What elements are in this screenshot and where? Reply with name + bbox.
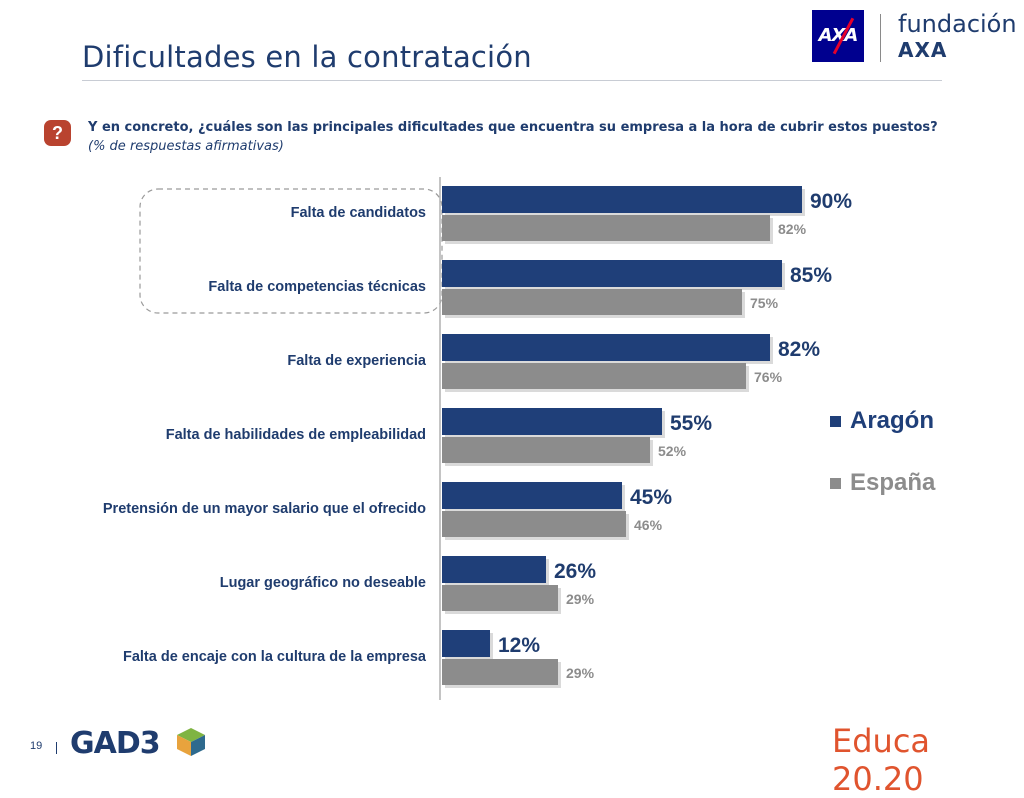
data-label-espana: 52% [658, 443, 687, 459]
educa-2020-logo: Educa 20.20 [832, 722, 931, 798]
data-label-espana: 29% [566, 665, 595, 681]
category-label: Pretensión de un mayor salario que el of… [103, 501, 426, 517]
page-title: Dificultades en la contratación [82, 40, 532, 74]
data-label-aragon: 82% [778, 338, 820, 361]
category-label: Falta de competencias técnicas [208, 279, 426, 295]
brand-name-line2: AXA [898, 38, 948, 62]
brand-name-line1: fundación [898, 10, 1017, 38]
bar-chart: Falta de candidatos 90%82%Falta de compet… [103, 177, 936, 700]
question-text: Y en concreto, ¿cuáles son las principal… [88, 120, 938, 135]
data-label-espana: 46% [634, 517, 663, 533]
data-label-aragon: 90% [810, 190, 852, 213]
bar-aragon [442, 630, 490, 657]
bar-aragon [442, 556, 546, 583]
question-note: (% de respuestas afirmativas) [88, 139, 284, 154]
data-label-espana: 75% [750, 295, 779, 311]
data-label-aragon: 26% [554, 560, 596, 583]
page-number: 19 [30, 740, 43, 752]
brand-divider [880, 14, 881, 62]
legend-label: Aragón [850, 407, 934, 434]
data-label-aragon: 45% [630, 486, 672, 509]
bar-aragon [442, 260, 782, 287]
bar-espana [442, 511, 626, 537]
bar-aragon [442, 186, 802, 213]
bar-espana [442, 215, 770, 241]
legend-swatch [830, 416, 841, 427]
legend-label: España [850, 469, 936, 496]
gad3-logo: GAD3 [70, 726, 161, 761]
category-label: Lugar geográfico no deseable [220, 575, 426, 591]
category-label: Falta de encaje con la cultura de la emp… [123, 649, 427, 665]
data-label-espana: 82% [778, 221, 807, 237]
bar-aragon [442, 408, 662, 435]
cube-icon [177, 728, 205, 756]
legend-swatch [830, 478, 841, 489]
bar-aragon [442, 482, 622, 509]
question-icon: ? [44, 120, 71, 146]
axa-logo-mark: AXA [812, 10, 864, 62]
bar-aragon [442, 334, 770, 361]
data-label-aragon: 12% [498, 634, 540, 657]
data-label-espana: 29% [566, 591, 595, 607]
bar-espana [442, 437, 650, 463]
data-label-aragon: 55% [670, 412, 712, 435]
bar-espana [442, 585, 558, 611]
data-label-espana: 76% [754, 369, 783, 385]
bar-espana [442, 289, 742, 315]
category-label: Falta de candidatos [291, 205, 426, 221]
data-label-aragon: 85% [790, 264, 832, 287]
footer-separator [56, 742, 57, 754]
category-label: Falta de experiencia [287, 353, 427, 369]
title-divider [82, 80, 942, 81]
bar-espana [442, 363, 746, 389]
bar-espana [442, 659, 558, 685]
highlight-box [139, 188, 443, 314]
fundacion-axa-logo: AXA fundación AXA [812, 10, 1017, 70]
category-label: Falta de habilidades de empleabilidad [166, 427, 426, 443]
